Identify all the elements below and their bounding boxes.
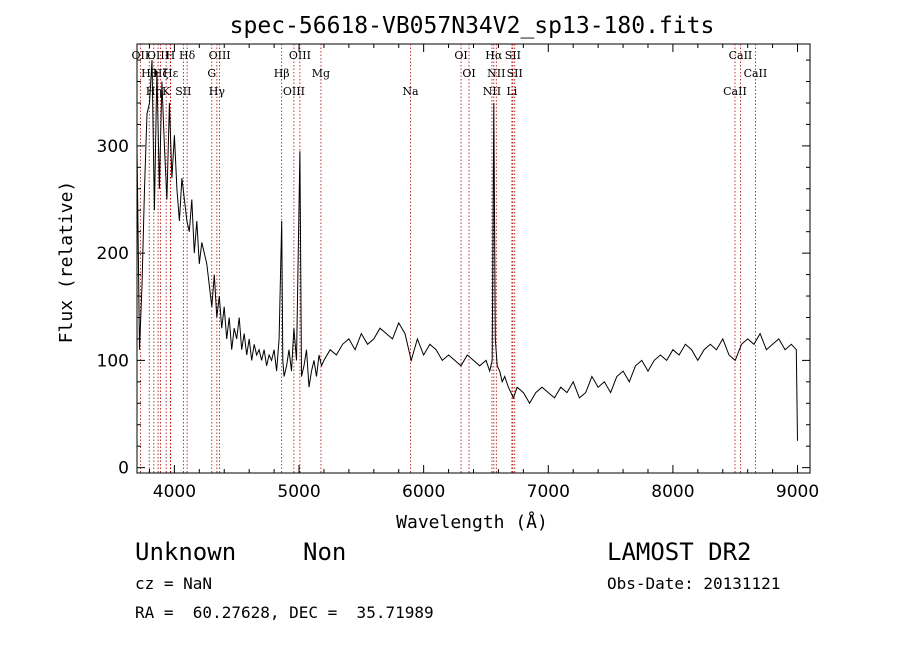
line-label: Hα [485, 49, 503, 62]
line-label: NII [487, 67, 505, 80]
line-label: OI [454, 49, 467, 62]
line-label: CaII [723, 85, 747, 98]
line-label: Hη [146, 85, 162, 98]
y-tick-label: 0 [118, 459, 129, 479]
subclass-label: Non [303, 538, 347, 566]
line-label: Hθ [141, 67, 158, 80]
line-label: Hβ [274, 67, 290, 80]
line-label: SII [505, 49, 521, 62]
line-label: NII [483, 85, 501, 98]
obs-date-text: Obs-Date: 20131121 [607, 574, 781, 593]
line-label: Li [506, 85, 517, 98]
x-axis-label: Wavelength (Å) [396, 511, 548, 533]
y-axis: 0 100 200 300 [97, 59, 810, 479]
y-tick-label: 300 [97, 137, 129, 157]
line-label: Hδ [179, 49, 196, 62]
line-label: G [207, 67, 216, 80]
line-label: K [162, 85, 171, 98]
x-tick-label: 7000 [527, 482, 570, 502]
line-label: CaII [729, 49, 753, 62]
line-label: SII [175, 85, 191, 98]
line-label: Na [402, 85, 419, 98]
line-label: Mg [312, 67, 330, 80]
line-label: OI [462, 67, 475, 80]
x-tick-label: 6000 [402, 482, 445, 502]
line-label: OIII [283, 85, 305, 98]
line-label: OIII [147, 49, 169, 62]
plot-frame [136, 43, 811, 474]
x-tick-label: 5000 [277, 482, 320, 502]
spectrum-line [136, 60, 798, 441]
y-tick-label: 100 [97, 351, 129, 371]
line-label: OIII [289, 49, 311, 62]
survey-label: LAMOST DR2 [607, 538, 752, 566]
x-tick-label: 9000 [776, 482, 819, 502]
chart-title: spec-56618-VB057N34V2_sp13-180.fits [230, 13, 715, 39]
line-label: OIII [209, 49, 231, 62]
x-tick-label: 4000 [153, 482, 196, 502]
class-label: Unknown [135, 538, 237, 566]
line-label: H [166, 49, 176, 62]
redshift-text: cz = NaN [135, 574, 213, 593]
emission-line-markers [139, 44, 756, 473]
emission-line-labels: OIIHθHηOIIIHζKHHεSIIHδGHγOIIIHβOIIIOIIIM… [132, 49, 768, 98]
coordinates-text: RA = 60.27628, DEC = 35.71989 [135, 603, 434, 622]
x-tick-label: 8000 [651, 482, 694, 502]
line-label: Hε [163, 67, 179, 80]
line-label: Hγ [209, 85, 226, 98]
line-label: CaII [744, 67, 768, 80]
x-axis: 4000 5000 6000 7000 8000 9000 [148, 44, 819, 502]
line-label: OII [132, 49, 150, 62]
y-tick-label: 200 [97, 244, 129, 264]
line-label: SII [507, 67, 523, 80]
y-axis-label: Flux (relative) [56, 181, 77, 344]
